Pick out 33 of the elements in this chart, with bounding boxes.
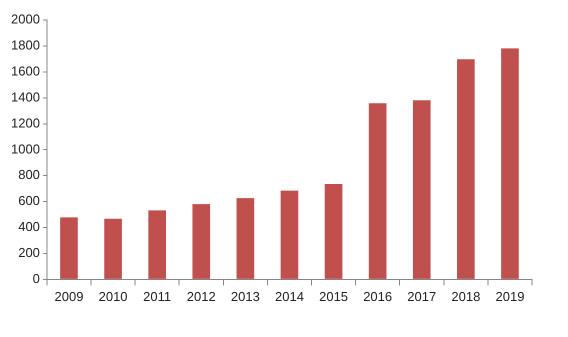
y-tick-label: 200 [18, 245, 40, 260]
x-tick-label: 2010 [98, 288, 128, 304]
y-tick-label: 1800 [11, 38, 40, 53]
bar [60, 217, 78, 279]
bar [192, 204, 210, 279]
y-tick-label: 1200 [11, 115, 40, 130]
bar [236, 198, 254, 279]
bar [501, 48, 519, 279]
x-tick-label: 2019 [495, 288, 524, 304]
bar [104, 218, 122, 279]
y-tick-label: 600 [18, 193, 40, 208]
y-tick-label: 1000 [11, 141, 40, 156]
x-tick-label: 2011 [143, 288, 172, 304]
y-tick-label: 1600 [11, 63, 40, 78]
y-tick-label: 1400 [11, 89, 40, 104]
bar [148, 210, 166, 279]
bar [324, 184, 342, 279]
bar [280, 190, 298, 279]
y-tick-label: 800 [18, 167, 40, 182]
x-tick-label: 2017 [407, 288, 436, 304]
x-tick-label: 2012 [186, 288, 216, 304]
y-tick-label: 2000 [11, 12, 40, 27]
y-tick-label: 400 [18, 219, 40, 234]
x-tick-label: 2013 [230, 288, 260, 304]
bar [412, 100, 431, 279]
x-tick-label: 2015 [319, 288, 348, 304]
x-tick-label: 2009 [54, 288, 84, 304]
x-tick-label: 2018 [451, 288, 480, 304]
x-tick-label: 2014 [275, 288, 304, 304]
x-tick-label: 2016 [363, 288, 392, 304]
bar [457, 59, 475, 279]
bar [368, 103, 386, 279]
y-tick-label: 0 [32, 270, 40, 286]
